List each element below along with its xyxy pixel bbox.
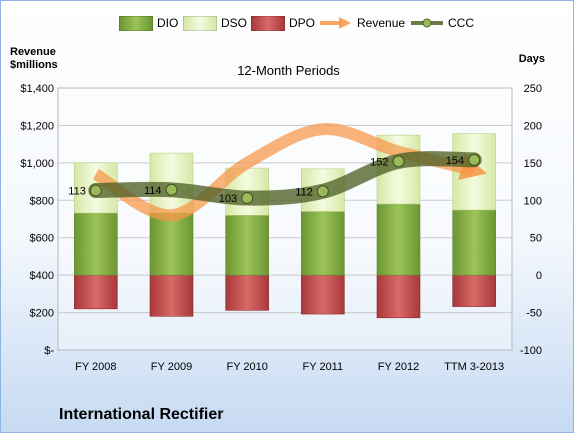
- revenue-series: [92, 123, 487, 222]
- right-tick-label: 250: [524, 83, 542, 95]
- plot-area: [57, 87, 513, 351]
- left-tick-label: $800: [30, 195, 54, 207]
- legend-label-dpo: DPO: [289, 16, 316, 30]
- legend-item-dpo: DPO: [251, 10, 315, 36]
- ccc-point: [165, 183, 178, 196]
- left-tick-label: $1,400: [20, 83, 54, 95]
- left-axis-title-line-2: $millions: [10, 59, 58, 71]
- ccc-point: [316, 185, 329, 198]
- legend-swatch-dio: [119, 15, 153, 31]
- bar-dpo: [225, 274, 269, 311]
- bar-dio: [149, 212, 194, 276]
- ccc-data-label: 103: [219, 193, 237, 205]
- legend-swatch-dso: [183, 15, 217, 31]
- left-axis-title: Revenue $millions: [10, 46, 58, 72]
- ccc-data-label: 154: [446, 155, 464, 167]
- axes: $1,400 250 $1,200 200 $1,000 150 $800 100 $600 50…: [20, 83, 542, 373]
- legend-label-revenue: Revenue: [357, 16, 406, 30]
- bar-dpo: [301, 274, 345, 315]
- category-label: FY 2009: [151, 361, 192, 373]
- right-tick-label: 50: [530, 233, 542, 245]
- ccc-data-label: 114: [144, 185, 162, 197]
- right-tick-label: 100: [524, 195, 542, 207]
- legend-swatch-ccc: [411, 18, 443, 28]
- ccc-series: 113 114 103 112 152 154: [68, 151, 482, 206]
- right-tick-label: -50: [526, 308, 542, 320]
- category-label: FY 2010: [226, 361, 267, 373]
- company-name: International Rectifier: [59, 406, 224, 423]
- ccc-data-label: 113: [68, 186, 86, 198]
- legend-label-dso: DSO: [221, 16, 248, 30]
- category-label: FY 2012: [378, 361, 419, 373]
- legend: DIO DSO DPO Revenue CCC: [1, 10, 573, 36]
- bar-dpo: [149, 274, 194, 317]
- bar-dpo: [452, 274, 496, 307]
- legend-item-revenue: Revenue: [319, 10, 405, 36]
- right-tick-label: 200: [524, 120, 542, 132]
- revenue-line: [92, 123, 487, 222]
- left-tick-label: $400: [30, 270, 54, 282]
- category-label: FY 2011: [303, 361, 344, 373]
- ccc-data-label: 152: [370, 156, 388, 168]
- bar-dio: [225, 214, 269, 276]
- bar-dio: [452, 209, 496, 276]
- ccc-point: [89, 184, 102, 197]
- legend-swatch-revenue: [320, 17, 351, 29]
- bar-dpo: [74, 274, 118, 310]
- left-tick-label: $1,200: [20, 120, 54, 132]
- left-axis-title-line-1: Revenue: [10, 46, 56, 58]
- left-tick-label: $1,000: [20, 158, 54, 170]
- ccc-data-label: 112: [295, 186, 313, 198]
- legend-item-ccc: CCC: [410, 10, 474, 36]
- chart-subtitle: 12-Month Periods: [237, 63, 340, 78]
- bar-dpo: [376, 274, 421, 319]
- left-tick-label: $-: [44, 345, 54, 357]
- right-tick-label: -100: [520, 345, 542, 357]
- bar-dio: [74, 212, 118, 276]
- right-tick-label: 150: [524, 158, 542, 170]
- category-label: TTM 3-2013: [444, 361, 504, 373]
- legend-label-ccc: CCC: [448, 16, 474, 30]
- legend-item-dio: DIO: [119, 10, 178, 36]
- ccc-point: [468, 153, 481, 166]
- legend-swatch-dpo: [251, 15, 285, 31]
- ccc-point: [392, 155, 405, 168]
- ccc-point: [241, 192, 254, 205]
- right-axis-title: Days: [518, 53, 545, 65]
- right-tick-label: 0: [536, 270, 542, 282]
- bar-dio: [376, 203, 421, 276]
- legend-item-dso: DSO: [183, 10, 247, 36]
- left-tick-label: $600: [30, 233, 54, 245]
- category-label: FY 2008: [75, 361, 116, 373]
- legend-label-dio: DIO: [157, 16, 179, 30]
- bar-dio: [301, 211, 345, 276]
- left-tick-label: $200: [30, 308, 54, 320]
